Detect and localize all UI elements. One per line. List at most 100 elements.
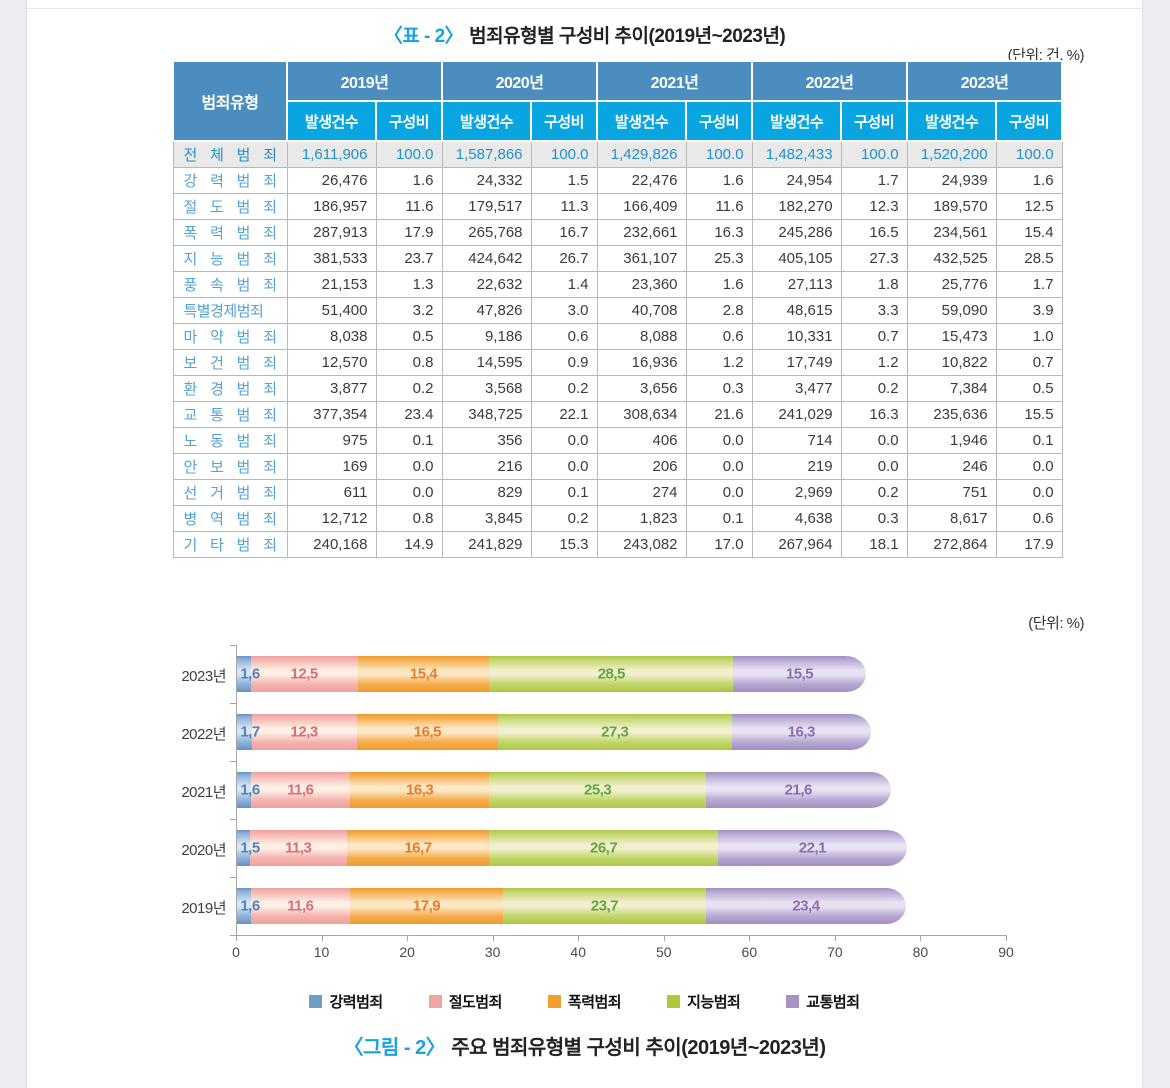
ratio-cell: 17.9 (375, 218, 443, 246)
count-cell: 2,969 (751, 478, 842, 506)
bar-segment (497, 714, 732, 750)
legend-label: 교통범죄 (806, 994, 860, 1011)
ratio-cell: 1.2 (685, 348, 753, 376)
count-cell: 432,525 (906, 244, 997, 272)
ratio-cell: 0.7 (840, 322, 908, 350)
category-label: 2021년 (181, 784, 226, 801)
count-cell: 243,082 (596, 530, 687, 558)
count-cell: 24,332 (441, 166, 532, 194)
ratio-cell: 1.6 (375, 166, 443, 194)
ratio-cell: 21.6 (685, 400, 753, 428)
ratio-cell: 25.3 (685, 244, 753, 272)
category-label: 2022년 (181, 726, 226, 743)
count-cell: 356 (441, 426, 532, 454)
count-cell: 235,636 (906, 400, 997, 428)
document-page: 〈표 - 2〉 범죄유형별 구성비 추이(2019년~2023년) (단위: 건,… (26, 0, 1143, 1088)
x-tick-label: 40 (570, 944, 587, 960)
count-cell: 48,615 (751, 296, 842, 324)
year-header: 2019년 (285, 60, 444, 102)
ratio-cell: 0.1 (685, 504, 753, 532)
crime-type-cell: 지 능 범 죄 (172, 244, 288, 272)
ratio-cell: 100.0 (685, 140, 753, 168)
table-row: 마 약 범 죄 8,038 0.5 9,186 0.6 8,088 0.6 10,331 0.7… (172, 322, 1063, 350)
sub-header: 구성비 (840, 100, 909, 142)
count-cell: 1,482,433 (751, 140, 842, 168)
x-axis-tick (578, 935, 580, 941)
count-cell: 829 (441, 478, 532, 506)
ratio-cell: 100.0 (995, 140, 1063, 168)
count-cell: 714 (751, 426, 842, 454)
legend-swatch (547, 995, 561, 1008)
ratio-cell: 1.8 (840, 270, 908, 298)
count-cell: 3,656 (596, 374, 687, 402)
ratio-cell: 12.3 (840, 192, 908, 220)
bar-segment (237, 888, 252, 924)
table-row: 전 체 범 죄 1,611,906 100.0 1,587,866 100.0 1,429… (172, 140, 1063, 168)
ratio-cell: 0.2 (530, 374, 598, 402)
sub-header: 구성비 (374, 100, 444, 142)
year-header: 2023년 (906, 60, 1064, 102)
ratio-cell: 16.5 (840, 218, 908, 246)
count-cell: 24,939 (906, 166, 997, 194)
legend-label: 절도범죄 (448, 994, 503, 1011)
category-label: 2019년 (181, 900, 226, 917)
ratio-cell: 14.9 (375, 530, 443, 558)
ratio-cell: 0.0 (995, 452, 1063, 480)
count-cell: 26,476 (286, 166, 377, 194)
count-cell: 751 (906, 478, 997, 506)
ratio-cell: 2.8 (685, 296, 753, 324)
table-row: 폭 력 범 죄 287,913 17.9 265,768 16.7 232,661 16.3… (172, 218, 1063, 246)
count-cell: 241,029 (751, 400, 842, 428)
y-axis-tick (230, 819, 236, 820)
crime-type-statistics-table: 범죄유형 2019년 2020년 2021년 2022년 2023년 발생건수 구성비 발생건수… (172, 60, 1064, 558)
bar-segment (237, 714, 253, 750)
ratio-cell: 1.7 (840, 166, 908, 194)
table-caption-tag: 〈표 - 2〉 (383, 26, 464, 47)
count-cell: 406 (596, 426, 687, 454)
count-cell: 287,913 (286, 218, 377, 246)
count-cell: 3,477 (751, 374, 842, 402)
x-axis-tick (834, 935, 836, 941)
bar-segment (717, 830, 907, 866)
ratio-cell: 0.0 (685, 426, 753, 454)
year-header: 2021년 (596, 60, 754, 102)
ratio-cell: 1.0 (995, 322, 1063, 350)
sub-header: 발생건수 (441, 100, 533, 142)
count-cell: 265,768 (441, 218, 532, 246)
x-tick-label: 90 (998, 944, 1014, 960)
ratio-cell: 0.0 (375, 452, 443, 480)
bar-segment (733, 656, 866, 692)
crime-type-cell: 마 약 범 죄 (172, 322, 288, 350)
ratio-cell: 0.9 (530, 348, 598, 376)
count-cell: 1,946 (906, 426, 997, 454)
bar-segment (356, 714, 499, 750)
count-cell: 206 (596, 452, 687, 480)
count-cell: 9,186 (441, 322, 532, 350)
table-row: 특별경제범죄 51,400 3.2 47,826 3.0 40,708 2.8 48,615 3… (172, 296, 1063, 324)
y-axis-tick (230, 761, 236, 762)
bar-segment (349, 772, 490, 808)
x-axis-tick (492, 935, 494, 941)
chart-bar (237, 888, 907, 924)
ratio-cell: 0.6 (685, 322, 753, 350)
count-cell: 611 (286, 478, 377, 506)
x-tick-label: 50 (655, 944, 672, 960)
y-axis-tick (230, 877, 236, 878)
ratio-cell: 16.7 (530, 218, 598, 246)
sub-header: 발생건수 (596, 100, 688, 142)
x-axis-tick (920, 935, 922, 941)
ratio-cell: 0.5 (995, 374, 1063, 402)
crime-type-cell: 강 력 범 죄 (172, 166, 288, 194)
x-tick-label: 30 (484, 944, 501, 960)
count-cell: 40,708 (596, 296, 687, 324)
count-cell: 241,829 (441, 530, 532, 558)
chart-unit-label: (단위: %) (1028, 615, 1084, 632)
x-axis-tick (749, 935, 751, 941)
count-cell: 246 (906, 452, 997, 480)
ratio-cell: 11.6 (375, 192, 443, 220)
ratio-cell: 0.1 (375, 426, 443, 454)
ratio-cell: 0.0 (375, 478, 443, 506)
ratio-cell: 0.8 (375, 348, 443, 376)
bar-segment (250, 772, 351, 808)
ratio-cell: 27.3 (840, 244, 908, 272)
